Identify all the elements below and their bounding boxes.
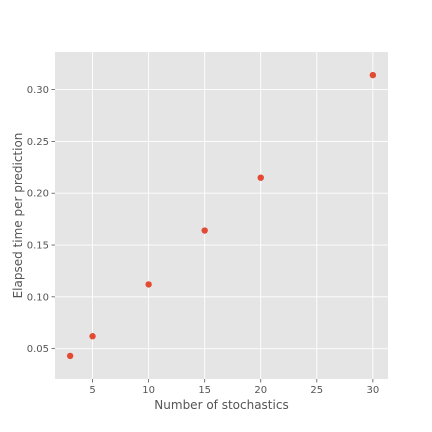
y-axis-ticks: 0.05 0.10 0.15 0.20 0.25 0.30 [27,85,55,355]
y-tick-label: 0.05 [27,344,49,355]
x-axis-label: Number of stochastics [154,398,288,412]
y-tick-label: 0.30 [27,85,49,96]
y-tick-label: 0.10 [27,292,49,303]
y-tick-label: 0.20 [27,189,49,200]
plot-area [55,52,388,379]
x-tick-label: 15 [198,385,211,396]
x-tick-label: 5 [89,385,95,396]
data-point [66,352,74,360]
x-axis-ticks: 5 10 15 20 25 30 [89,379,379,396]
x-tick-label: 25 [310,385,323,396]
y-tick-label: 0.15 [27,241,49,252]
data-point [201,227,208,234]
data-points [66,71,377,360]
y-tick-label: 0.25 [27,137,49,148]
grid-lines [55,52,388,379]
y-axis-label: Elapsed time per prediction [11,133,25,299]
data-point [145,281,152,288]
data-point [257,174,264,181]
data-point [89,333,96,340]
x-tick-label: 20 [254,385,267,396]
data-point [369,71,377,79]
x-tick-label: 30 [366,385,379,396]
x-tick-label: 10 [142,385,155,396]
